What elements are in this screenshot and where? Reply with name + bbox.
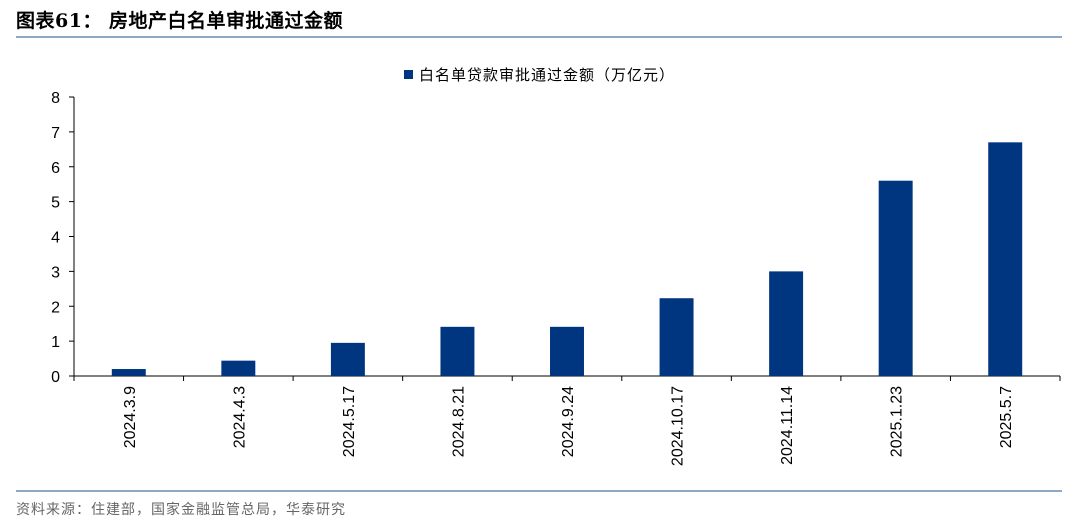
figure-title: 图表61： 房地产白名单审批通过金额	[16, 10, 344, 32]
y-tick-label: 0	[51, 369, 60, 386]
y-tick-label: 7	[51, 125, 60, 142]
x-tick-label: 2024.8.21	[450, 386, 467, 457]
bar-2024.5.17	[330, 342, 365, 376]
legend-swatch	[404, 70, 413, 79]
bar-2024.9.24	[550, 326, 584, 376]
y-tick-label: 1	[51, 334, 60, 351]
bar-2024.3.9	[111, 369, 146, 376]
y-axis-ticks: 0 1 2 3 4 5 6 7 8	[51, 90, 74, 386]
bar-2024.4.3	[221, 360, 256, 376]
x-tick-label: 2024.11.14	[779, 386, 796, 465]
x-tick-label: 2024.10.17	[670, 386, 687, 466]
bar-series	[111, 142, 1023, 376]
x-tick-label: 2024.4.3	[231, 386, 248, 448]
y-tick-label: 4	[51, 230, 60, 247]
bar-2024.10.17	[659, 298, 694, 376]
x-tick-label: 2024.5.17	[341, 386, 358, 457]
chart-legend: 白名单贷款审批通过金额（万亿元）	[404, 66, 675, 84]
x-tick-label: 2024.3.9	[122, 386, 139, 448]
y-tick-label: 6	[51, 160, 60, 177]
y-tick-label: 5	[51, 195, 60, 212]
bar-2024.8.21	[440, 326, 475, 376]
x-tick-label: 2024.9.24	[560, 386, 577, 457]
title-divider	[16, 36, 1062, 38]
legend-label: 白名单贷款审批通过金额（万亿元）	[419, 66, 675, 84]
y-tick-label: 2	[51, 299, 60, 316]
x-tick-label: 2025.5.7	[998, 386, 1015, 448]
bar-2025.5.7	[988, 142, 1023, 376]
y-tick-label: 3	[51, 264, 60, 281]
x-axis-ticks: 2024.3.9 2024.4.3 2024.5.17 2024.8.21 2024.9…	[73, 376, 1061, 466]
source-divider	[16, 490, 1062, 492]
bar-2025.1.23	[878, 180, 913, 376]
x-tick-label: 2025.1.23	[889, 386, 906, 457]
bar-2024.11.14	[769, 271, 804, 376]
y-tick-label: 8	[51, 90, 60, 107]
source-note: 资料来源：住建部，国家金融监管总局，华泰研究	[16, 502, 346, 518]
